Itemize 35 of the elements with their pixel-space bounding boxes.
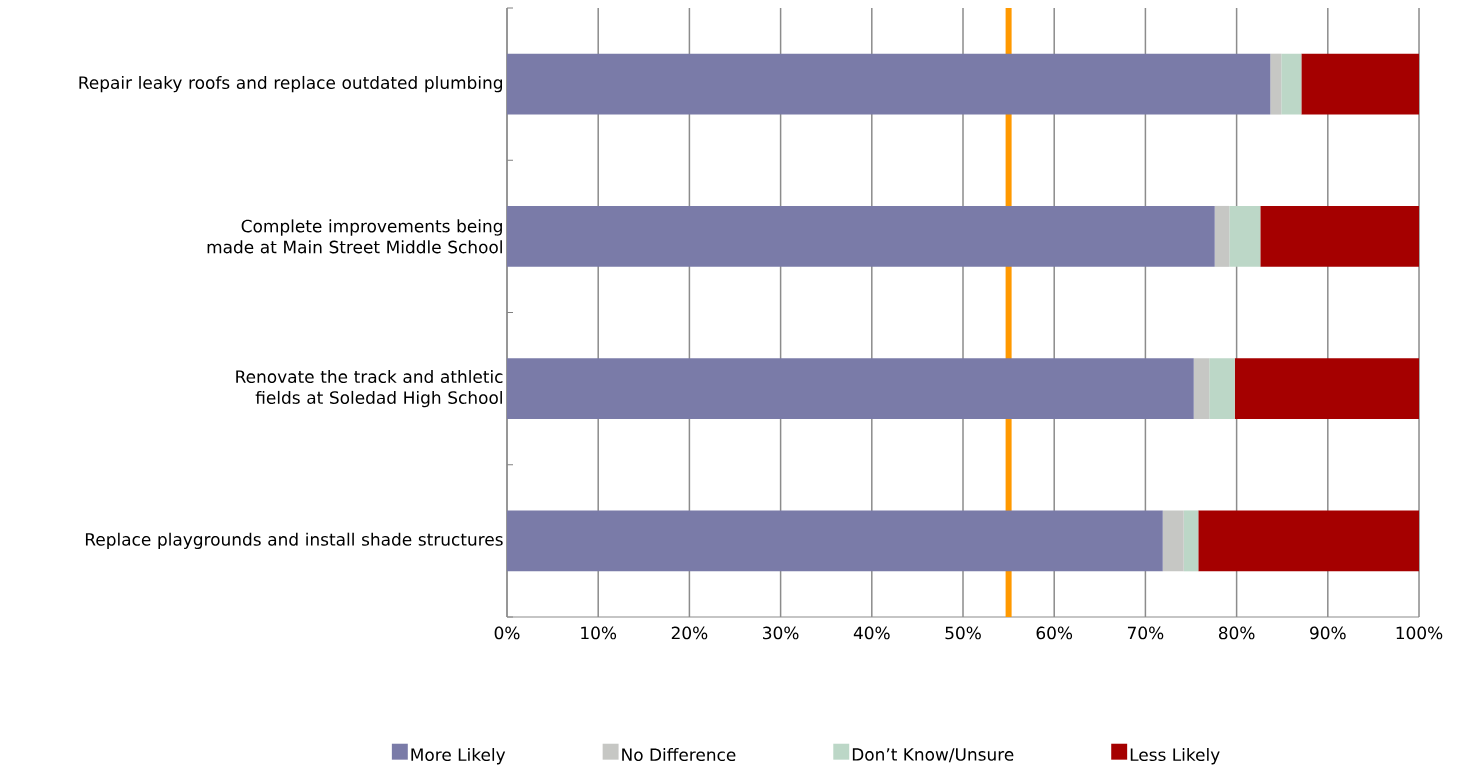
x-tick-label: 50% <box>945 626 981 640</box>
y-tick-label: Repair leaky roofs and replace outdated plumbing <box>79 75 502 93</box>
x-tick-label: 90% <box>1310 626 1346 640</box>
x-tick-label: 10% <box>581 626 617 640</box>
x-tick-label: 100% <box>1396 626 1443 640</box>
legend-label: More Likely <box>411 747 506 765</box>
y-tick-label: Replace playgrounds and install shade structures <box>85 532 503 550</box>
y-tick-label: Renovate the track and athletic fields at Soledad High School <box>236 369 503 408</box>
bar <box>1193 358 1210 420</box>
x-tick-label: 60% <box>1036 626 1073 640</box>
x-tick-label: 70% <box>1127 626 1164 640</box>
bar <box>1260 205 1420 267</box>
legend-label: Less Likely <box>1130 747 1220 765</box>
bar <box>1270 53 1282 115</box>
bar <box>1209 358 1235 420</box>
bar <box>1229 205 1261 267</box>
y-tick-label: Complete improvements being made at Main Street Middle School <box>207 219 502 254</box>
legend-label: No Difference <box>622 747 736 762</box>
bar <box>1214 205 1230 267</box>
bar <box>1301 53 1420 115</box>
bar <box>507 53 1271 115</box>
bar <box>1198 510 1420 572</box>
bar <box>1281 53 1302 115</box>
bar <box>1234 358 1420 420</box>
bar <box>507 358 1194 420</box>
legend-label: Don’t Know/Unsure <box>852 748 1014 763</box>
x-tick-label: 40% <box>853 626 890 640</box>
bar <box>507 510 1163 572</box>
bar <box>507 205 1215 267</box>
x-tick-label: 80% <box>1218 626 1255 640</box>
x-tick-label: 20% <box>671 626 708 640</box>
x-tick-label: 0% <box>494 626 520 640</box>
x-tick-label: 30% <box>763 626 799 640</box>
bar <box>1162 510 1184 572</box>
bar <box>1183 510 1199 572</box>
